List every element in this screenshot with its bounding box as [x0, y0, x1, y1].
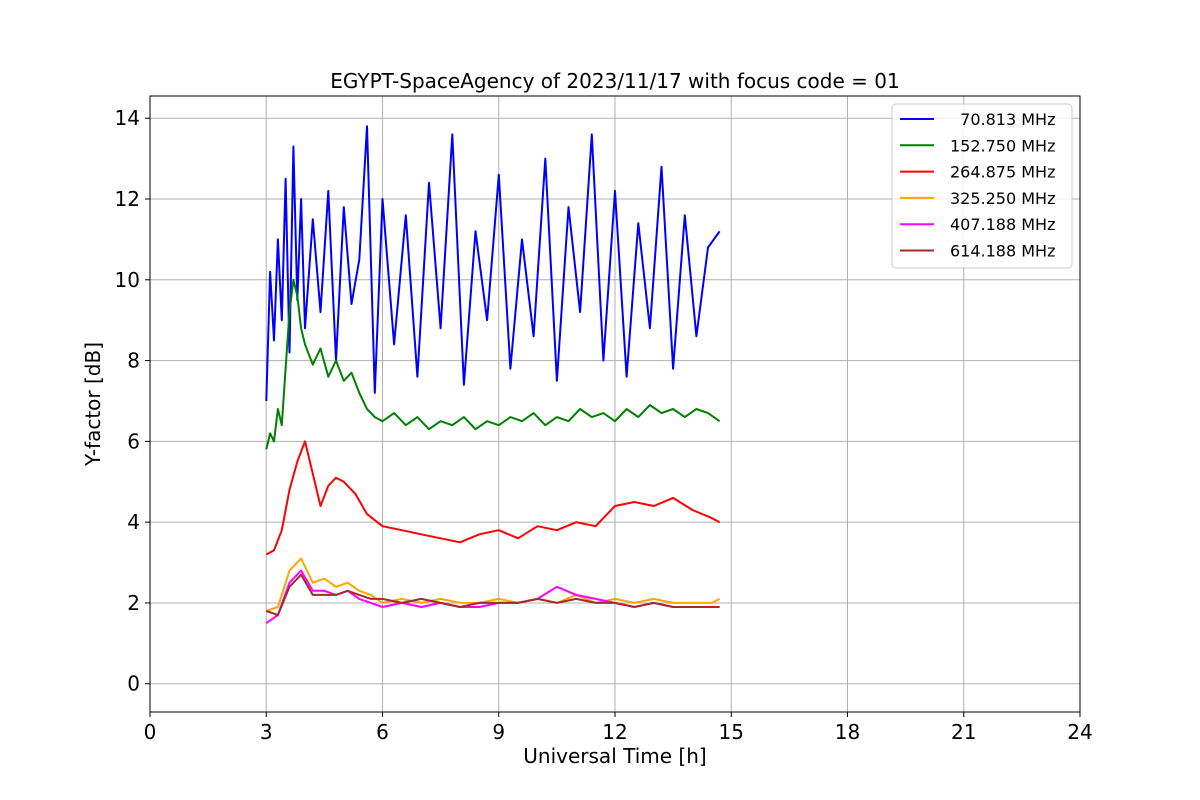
legend-label: 152.750 MHz	[950, 136, 1055, 155]
series-line-1	[265, 278, 721, 450]
series-line-0	[265, 125, 721, 402]
x-axis: 0 3 6 9 12 15 18 21 24	[144, 712, 1093, 744]
y-tick-label: 8	[127, 349, 140, 373]
legend-label: 264.875 MHz	[950, 163, 1055, 182]
legend-label: 407.188 MHz	[950, 215, 1055, 234]
x-tick-label: 12	[602, 720, 627, 744]
legend-label: 325.250 MHz	[950, 189, 1055, 208]
legend-box	[891, 103, 1073, 269]
x-tick-label: 3	[260, 720, 273, 744]
series-line-3	[265, 557, 721, 612]
y-tick-label: 2	[127, 591, 140, 615]
y-tick-label: 4	[127, 510, 140, 534]
x-tick-label: 15	[719, 720, 744, 744]
x-axis-label: Universal Time [h]	[523, 744, 706, 768]
y-tick-label: 10	[115, 268, 140, 292]
chart-title: EGYPT-SpaceAgency of 2023/11/17 with foc…	[330, 69, 899, 93]
x-tick-label: 24	[1067, 720, 1092, 744]
legend-label: 614.188 MHz	[950, 242, 1055, 261]
x-tick-label: 18	[835, 720, 860, 744]
y-tick-label: 12	[115, 187, 140, 211]
series-line-5	[265, 573, 720, 617]
x-tick-label: 21	[951, 720, 976, 744]
x-tick-label: 0	[144, 720, 157, 744]
y-tick-label: 0	[127, 672, 140, 696]
series-line-2	[265, 440, 721, 556]
y-tick-label: 14	[115, 106, 140, 130]
legend: 70.813 MHz 152.750 MHz 264.875 MHz 325.250 …	[891, 103, 1073, 269]
x-tick-label: 9	[492, 720, 505, 744]
series-layer	[265, 125, 721, 624]
y-axis-label: Y-factor [dB]	[81, 342, 105, 467]
y-tick-label: 6	[127, 429, 140, 453]
x-tick-label: 6	[376, 720, 389, 744]
y-axis: 0 2 4 6 8 10 12 14	[115, 106, 150, 696]
legend-label: 70.813 MHz	[950, 110, 1055, 129]
